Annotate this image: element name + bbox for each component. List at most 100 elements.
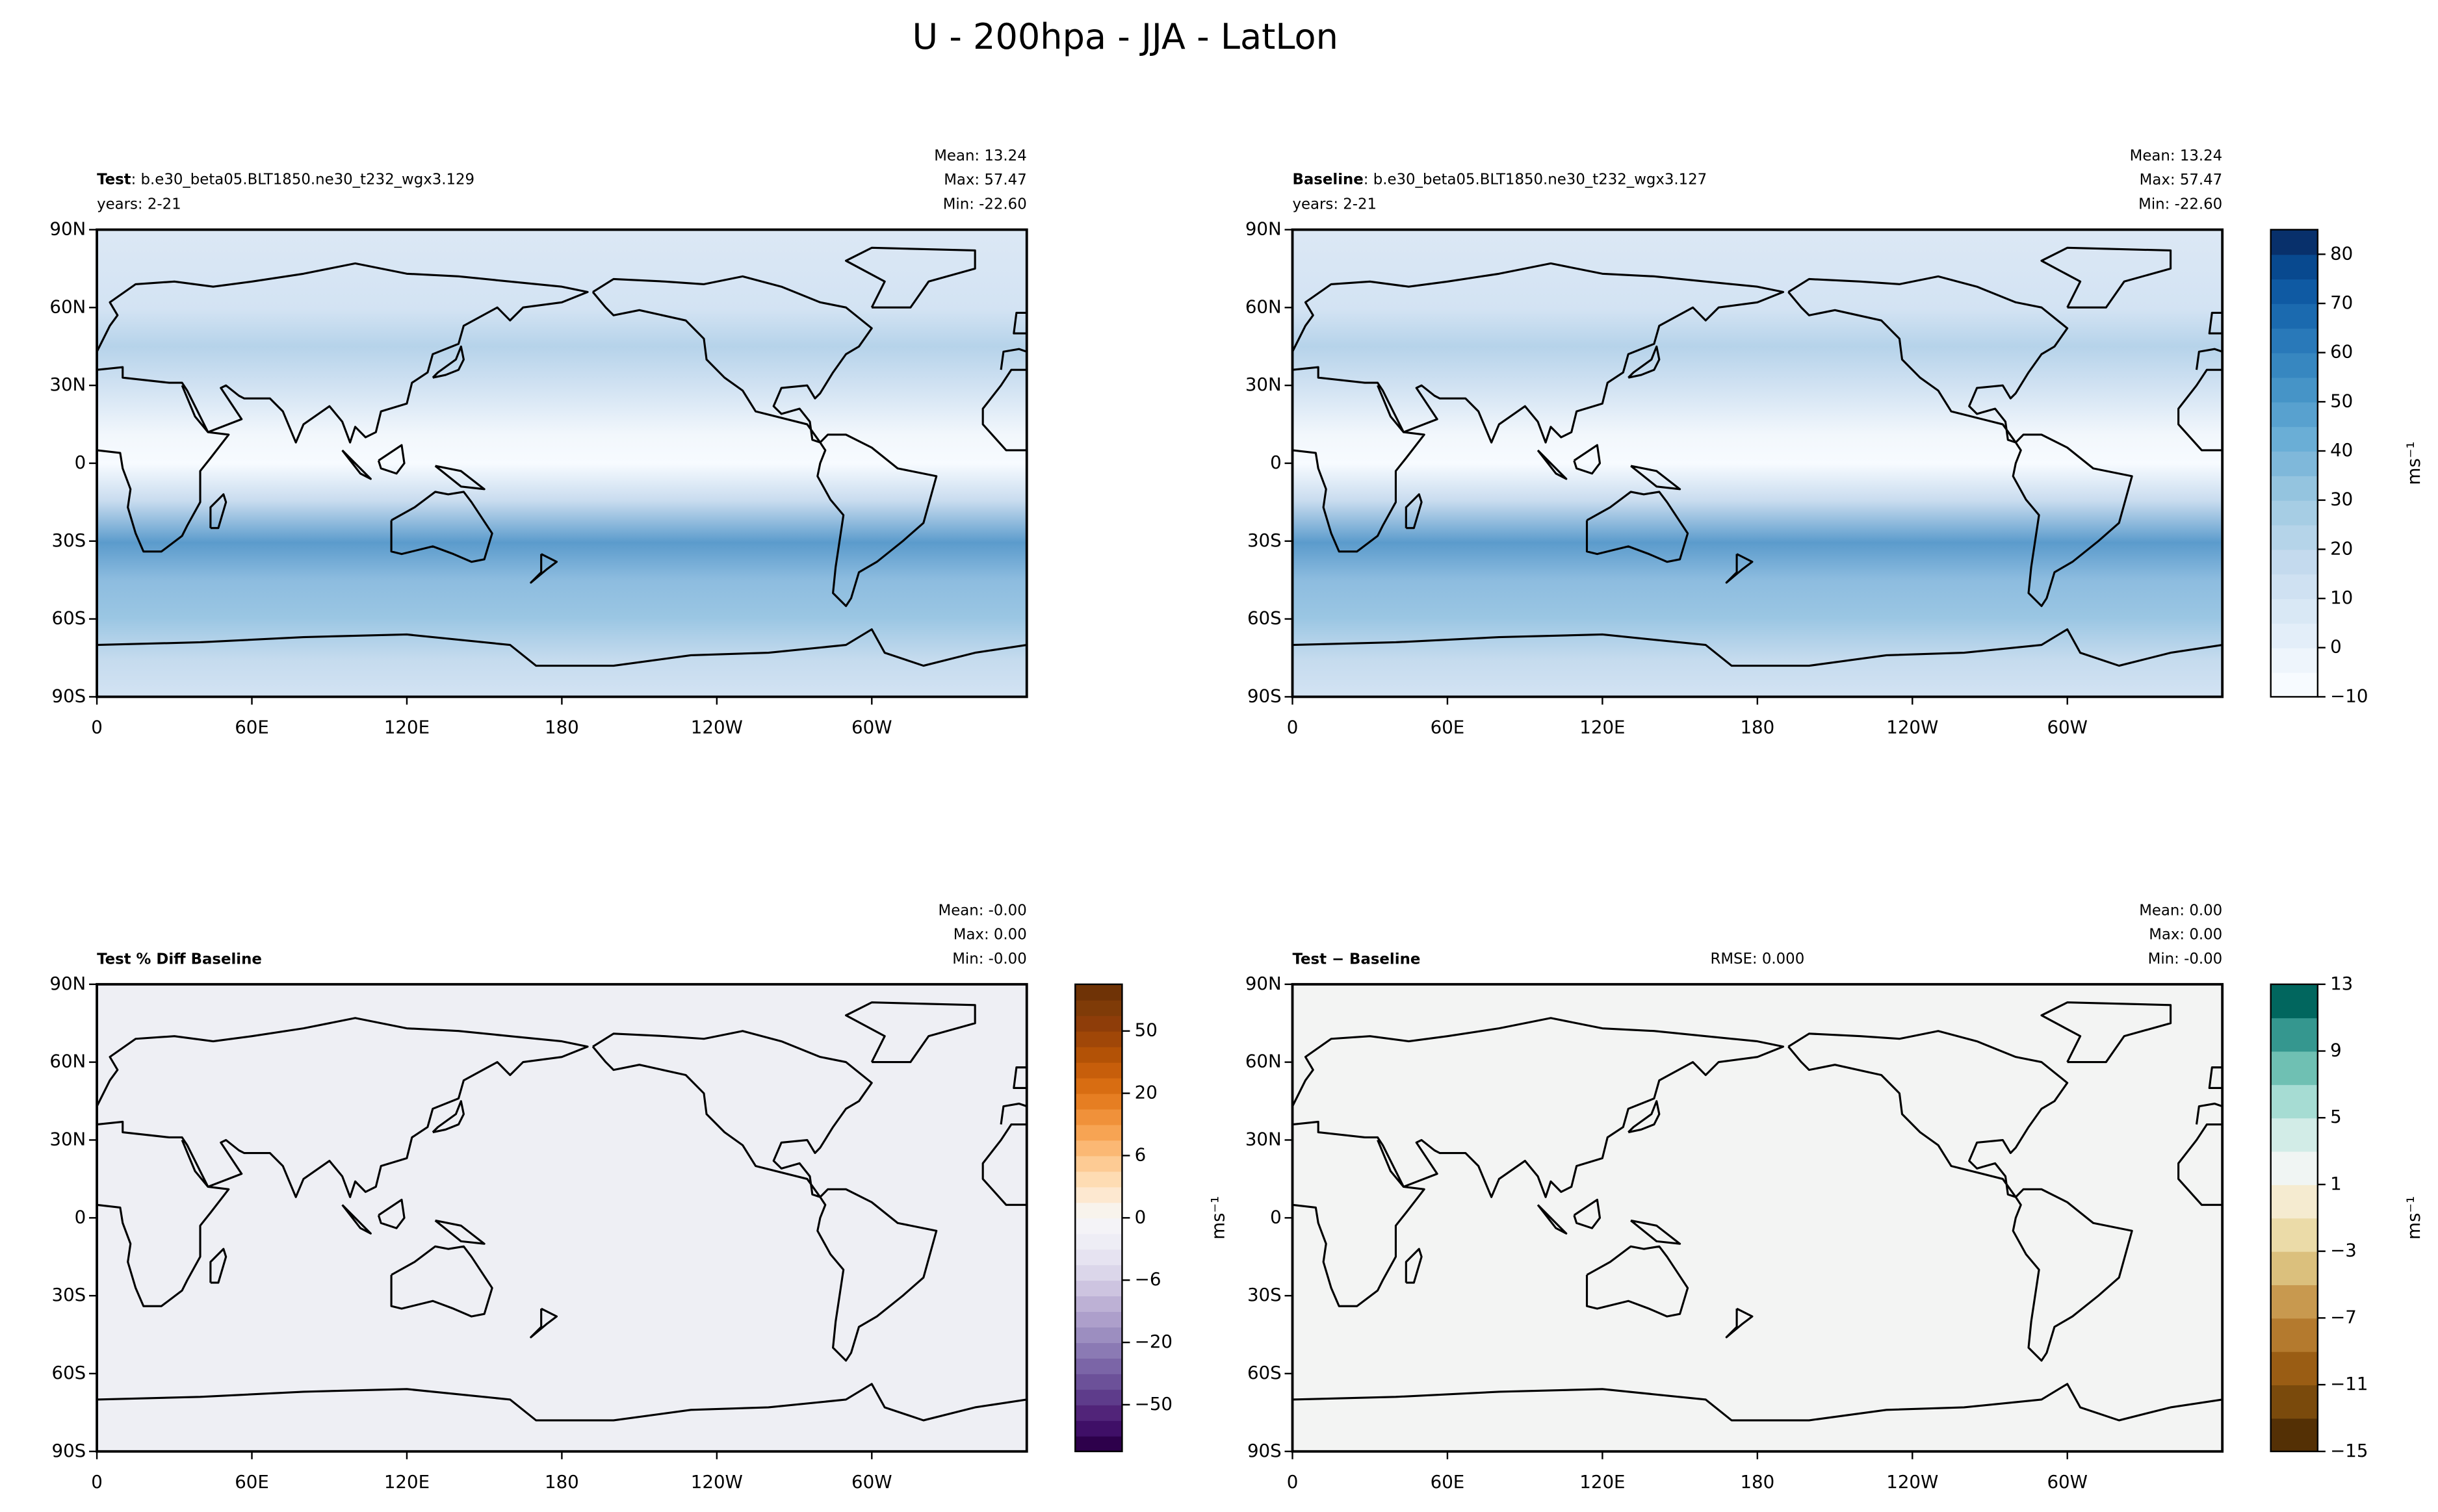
colorbar-bin xyxy=(2270,1118,2318,1152)
stat: Min: -22.60 xyxy=(2138,196,2222,212)
case-name: : b.e30_beta05.BLT1850.ne30_t232_wgx3.12… xyxy=(1364,171,1707,188)
colorbar-tick-label: 70 xyxy=(2330,292,2353,313)
panel-title: Test − Baseline xyxy=(1293,951,1421,967)
x-tick-label: 60E xyxy=(1431,1471,1465,1493)
y-tick-label: 30S xyxy=(1247,1284,1282,1305)
stat: Mean: 0.00 xyxy=(2139,902,2222,919)
colorbar-bin xyxy=(2270,352,2318,378)
colorbar-bin xyxy=(1075,1140,1122,1157)
colorbar-bin xyxy=(1075,1435,1122,1452)
panel-title: Test % Diff Baseline xyxy=(97,951,262,967)
colorbar-tick-label: −15 xyxy=(2330,1440,2368,1461)
y-tick-label: 60S xyxy=(1247,608,1282,629)
field xyxy=(1292,229,2223,697)
y-tick-label: 0 xyxy=(1270,1206,1282,1227)
x-tick-label: 120E xyxy=(384,1471,430,1493)
panel-title: Test: b.e30_beta05.BLT1850.ne30_t232_wgx… xyxy=(97,171,474,188)
y-tick-label: 60S xyxy=(1247,1362,1282,1383)
y-tick-label: 90S xyxy=(52,685,86,706)
colorbar-bin xyxy=(1075,1077,1122,1094)
case-name: : b.e30_beta05.BLT1850.ne30_t232_wgx3.12… xyxy=(131,171,474,188)
colorbar-bin xyxy=(2270,1184,2318,1219)
colorbar-bin xyxy=(2270,1285,2318,1319)
x-tick-label: 180 xyxy=(545,1471,579,1493)
figure-title: U - 200hpa - JJA - LatLon xyxy=(913,16,1338,57)
coastline xyxy=(97,1001,1027,1422)
colorbar-tick-label: 13 xyxy=(2330,973,2353,994)
colorbar-bin xyxy=(1075,1327,1122,1343)
y-tick-label: 30S xyxy=(52,530,86,551)
stat: Max: 0.00 xyxy=(953,927,1027,943)
y-tick-label: 0 xyxy=(75,1206,86,1227)
colorbar-tick-label: 30 xyxy=(2330,489,2353,510)
colorbar-bin xyxy=(1075,1249,1122,1266)
colorbar-bin xyxy=(1075,1186,1122,1203)
colorbar-bin xyxy=(1075,1311,1122,1328)
colorbar-bin xyxy=(2270,377,2318,403)
years: years: 2-21 xyxy=(97,196,181,212)
panel-title-label: Test % Diff Baseline xyxy=(97,951,262,967)
colorbar-bin xyxy=(1075,1124,1122,1141)
y-tick-label: 30N xyxy=(1245,374,1282,395)
stat: Max: 57.47 xyxy=(944,172,1027,188)
y-tick-label: 30S xyxy=(1247,530,1282,551)
colorbar-bin xyxy=(1075,1202,1122,1219)
colorbar-bin xyxy=(2270,1251,2318,1285)
y-tick-label: 30N xyxy=(1245,1128,1282,1149)
y-tick-label: 90S xyxy=(1247,1440,1282,1461)
colorbar-tick-label: 6 xyxy=(1135,1144,1147,1165)
x-tick-label: 60W xyxy=(2047,1471,2088,1493)
colorbar-bin xyxy=(1075,1296,1122,1313)
colorbar-tick-label: 5 xyxy=(2330,1106,2342,1127)
map-panel: 0 60E 120E 180 120W 60W 90N 60N 30N 0 30S 60S 90S Tes… xyxy=(49,902,1228,1493)
colorbar-label: ms⁻¹ xyxy=(2403,441,2424,485)
stat: Max: 57.47 xyxy=(2140,172,2223,188)
y-tick-label: 90N xyxy=(1245,218,1282,239)
colorbar-bin xyxy=(1075,1280,1122,1297)
colorbar-tick-label: 0 xyxy=(1135,1206,1147,1227)
field xyxy=(97,229,1027,697)
panel-title: Baseline: b.e30_beta05.BLT1850.ne30_t232… xyxy=(1293,171,1707,188)
x-tick-label: 60W xyxy=(2047,716,2088,737)
colorbar-bin xyxy=(2270,279,2318,304)
x-tick-label: 60E xyxy=(1431,716,1465,737)
colorbar-bin xyxy=(1075,1233,1122,1250)
colorbar-tick-label: −3 xyxy=(2330,1240,2357,1261)
colorbar-bin xyxy=(2270,451,2318,476)
y-tick-label: 60S xyxy=(52,608,86,629)
stat: Min: -0.00 xyxy=(2148,951,2223,967)
colorbar-bin xyxy=(2270,229,2318,255)
stat: Min: -0.00 xyxy=(952,951,1027,967)
colorbar-tick-label: 40 xyxy=(2330,439,2353,461)
x-tick-label: 120W xyxy=(1886,1471,1938,1493)
colorbar-bin xyxy=(2270,647,2318,673)
colorbar-bin xyxy=(2270,1018,2318,1052)
x-tick-label: 120E xyxy=(1579,716,1625,737)
colorbar-tick-label: −50 xyxy=(1135,1393,1173,1415)
colorbar-bin xyxy=(1075,1264,1122,1281)
x-tick-label: 0 xyxy=(1287,1471,1299,1493)
colorbar-bin xyxy=(2270,500,2318,526)
colorbar-bin xyxy=(1075,1031,1122,1047)
colorbar-bin xyxy=(2270,1084,2318,1119)
colorbar-bin xyxy=(2270,524,2318,550)
colorbar-bin xyxy=(2270,1385,2318,1419)
colorbar-bin xyxy=(1075,999,1122,1016)
x-tick-label: 180 xyxy=(1740,1471,1774,1493)
colorbar-bin xyxy=(2270,1418,2318,1452)
map-panel: 0 60E 120E 180 120W 60W 90N 60N 30N 0 30S 60S 90S Tes… xyxy=(49,147,1028,737)
y-tick-label: 0 xyxy=(75,452,86,473)
colorbar-label: ms⁻¹ xyxy=(2403,1196,2424,1240)
x-tick-label: 180 xyxy=(1740,716,1774,737)
coastline xyxy=(1292,246,2223,667)
stat: Mean: -0.00 xyxy=(939,902,1027,919)
colorbar-bin xyxy=(2270,574,2318,600)
colorbar-bin xyxy=(1075,1108,1122,1125)
colorbar-bin xyxy=(1075,1218,1122,1235)
x-tick-label: 0 xyxy=(91,1471,103,1493)
colorbar-bin xyxy=(2270,1051,2318,1085)
map-panel: 0 60E 120E 180 120W 60W 90N 60N 30N 0 30S 60S 90S Bas… xyxy=(1245,147,2424,738)
colorbar-tick-label: 60 xyxy=(2330,341,2353,363)
colorbar-bin xyxy=(1075,1420,1122,1437)
